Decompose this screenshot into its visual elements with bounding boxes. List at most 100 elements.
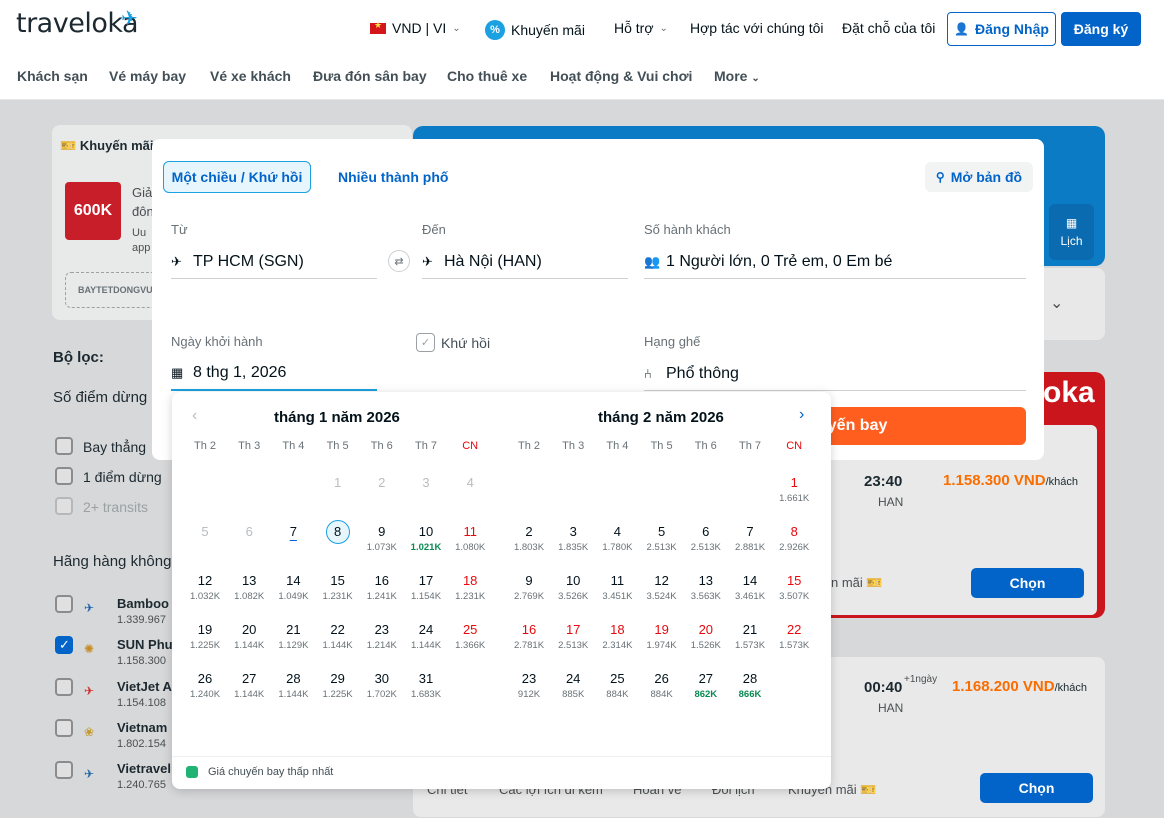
calendar-shortcut-button[interactable]: ▦ Lịch [1049,204,1094,260]
tab-multi-city[interactable]: Nhiều thành phố [330,161,456,193]
subnav-car-rental[interactable]: Cho thuê xe [447,68,528,84]
calendar-day[interactable]: 13 1.082K [227,572,271,614]
calendar-day[interactable]: 24 885K [551,670,595,712]
calendar-day[interactable]: 24 1.144K [404,621,448,663]
calendar-day[interactable]: 29 1.225K [316,670,360,712]
stop-two-plus-checkbox[interactable] [55,497,73,515]
day-price: 1.780K [602,542,633,553]
calendar-day: 3 [404,474,448,516]
subnav-flights[interactable]: Vé máy bay [109,68,187,84]
calendar-day[interactable]: 19 1.225K [183,621,227,663]
calendar-day[interactable]: 16 1.241K [360,572,404,614]
tab-oneway-roundtrip[interactable]: Một chiều / Khứ hồi [163,161,311,193]
calendar-day[interactable]: 27 1.144K [227,670,271,712]
calendar-day[interactable]: 13 3.563K [684,572,728,614]
calendar-day[interactable]: 28 866K [728,670,772,712]
calendar-day[interactable]: 28 1.144K [271,670,315,712]
calendar-day[interactable]: 9 2.769K [507,572,551,614]
calendar-day[interactable]: 1 1.661K [772,474,816,516]
support-menu[interactable]: Hỗ trợ ⌄ [614,20,668,36]
calendar-day[interactable]: 18 2.314K [595,621,639,663]
passengers-field[interactable]: 👥 1 Người lớn, 0 Trẻ em, 0 Em bé [644,245,1026,279]
swap-airports-button[interactable]: ⇄ [388,250,410,272]
stop-one-checkbox[interactable] [55,467,73,485]
airline-vietravel-name: Vietravel [117,761,171,776]
subnav-activities[interactable]: Hoạt động & Vui chơi [550,68,693,84]
calendar-day[interactable]: 5 2.513K [640,523,684,565]
calendar-day[interactable]: 9 1.073K [360,523,404,565]
calendar-day[interactable]: 22 1.144K [316,621,360,663]
airline-vietnam-checkbox[interactable] [55,719,73,737]
flight1-promo-tab[interactable]: n mãi 🎫 [831,575,883,591]
calendar-day[interactable]: 15 1.231K [316,572,360,614]
calendar-day[interactable]: 20 1.526K [684,621,728,663]
next-month-arrow[interactable]: › [799,406,805,423]
calendar-day[interactable]: 14 1.049K [271,572,315,614]
calendar-day[interactable]: 27 862K [684,670,728,712]
calendar-day[interactable]: 3 1.835K [551,523,595,565]
calendar-day[interactable]: 8 [316,520,360,565]
subnav-more[interactable]: More ⌄ [714,68,760,84]
calendar-day[interactable]: 11 1.080K [448,523,492,565]
currency-language-selector[interactable]: VND | VI ⌄ [370,20,461,36]
open-map-button[interactable]: ⚲ Mở bản đồ [925,162,1033,192]
calendar-day[interactable]: 25 884K [595,670,639,712]
airline-bamboo-checkbox[interactable] [55,595,73,613]
subnav-airport-transfer[interactable]: Đưa đón sân bay [313,68,427,84]
login-button[interactable]: 👤 Đăng Nhập [947,12,1056,46]
calendar-day[interactable]: 21 1.129K [271,621,315,663]
calendar-day[interactable]: 10 1.021K [404,523,448,565]
flight1-choose-button[interactable]: Chọn [971,568,1084,598]
calendar-day[interactable]: 25 1.366K [448,621,492,663]
calendar-day[interactable]: 26 884K [640,670,684,712]
calendar-day[interactable]: 10 3.526K [551,572,595,614]
calendar-day[interactable]: 22 1.573K [772,621,816,663]
calendar-day[interactable]: 19 1.974K [640,621,684,663]
calendar-day[interactable]: 23 1.214K [360,621,404,663]
calendar-day[interactable]: 31 1.683K [404,670,448,712]
passengers-label: Số hành khách [644,222,731,237]
day-number: 10 [418,524,434,539]
calendar-day[interactable]: 23 912K [507,670,551,712]
calendar-day[interactable]: 11 3.451K [595,572,639,614]
roundtrip-checkbox[interactable]: ✓ [416,333,435,352]
calendar-day[interactable]: 16 2.781K [507,621,551,663]
calendar-day[interactable]: 7 2.881K [728,523,772,565]
partner-link[interactable]: Hợp tác với chúng tôi [690,20,824,36]
prev-month-arrow[interactable]: ‹ [192,407,198,424]
traveloka-logo[interactable]: traveloka ✈ [16,6,139,39]
calendar-day[interactable]: 2 1.803K [507,523,551,565]
flight2-choose-button[interactable]: Chọn [980,773,1093,803]
subnav-hotels[interactable]: Khách sạn [17,68,88,84]
stop-direct-checkbox[interactable] [55,437,73,455]
calendar-day[interactable]: 21 1.573K [728,621,772,663]
calendar-day[interactable]: 17 1.154K [404,572,448,614]
airline-sun-checkbox[interactable] [55,636,73,654]
calendar-day[interactable]: 7 [271,523,315,565]
calendar-day[interactable]: 17 2.513K [551,621,595,663]
calendar-day[interactable]: 15 3.507K [772,572,816,614]
user-icon: 👤 [954,22,970,36]
from-field[interactable]: ✈ TP HCM (SGN) [171,245,377,279]
departure-date-field[interactable]: ▦ 8 thg 1, 2026 [171,357,377,391]
seat-class-field[interactable]: ⑃ Phổ thông [644,357,1026,391]
calendar-day[interactable]: 12 3.524K [640,572,684,614]
calendar-day[interactable]: 12 1.032K [183,572,227,614]
register-button[interactable]: Đăng ký [1061,12,1141,46]
calendar-day[interactable]: 30 1.702K [360,670,404,712]
my-bookings-link[interactable]: Đặt chỗ của tôi [842,20,935,36]
airline-vietravel-checkbox[interactable] [55,761,73,779]
subnav-bus[interactable]: Vé xe khách [210,68,291,84]
calendar-day[interactable]: 4 1.780K [595,523,639,565]
chevron-down-icon[interactable]: ⌄ [1050,295,1064,312]
calendar-day[interactable]: 20 1.144K [227,621,271,663]
calendar-day[interactable]: 18 1.231K [448,572,492,614]
calendar-day[interactable]: 26 1.240K [183,670,227,712]
promo-link[interactable]: % Khuyến mãi [485,20,585,40]
to-field[interactable]: ✈ Hà Nội (HAN) [422,245,628,279]
calendar-day[interactable]: 14 3.461K [728,572,772,614]
airline-vietjet-checkbox[interactable] [55,678,73,696]
day-number: 7 [289,524,297,539]
calendar-day[interactable]: 6 2.513K [684,523,728,565]
calendar-day[interactable]: 8 2.926K [772,523,816,565]
